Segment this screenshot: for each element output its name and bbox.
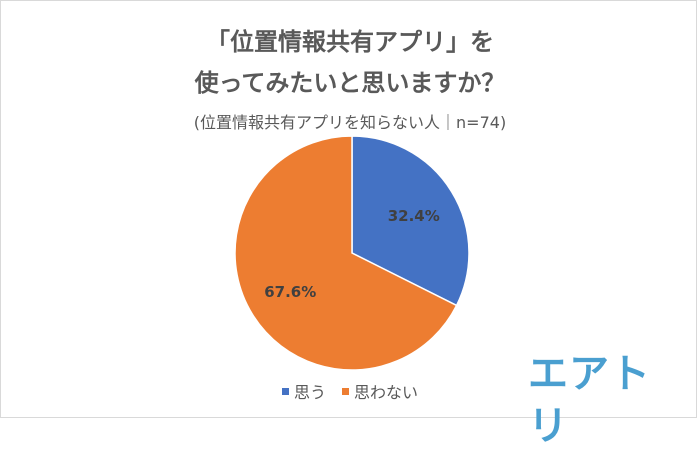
legend: 思う 思わない xyxy=(282,379,418,403)
pie-slice-1 xyxy=(351,135,470,307)
legend-label-yes: 思う xyxy=(294,383,327,402)
chart-subtitle: (位置情報共有アプリを知らない人｜n=74) xyxy=(193,113,507,132)
chart-frame xyxy=(0,0,697,418)
legend-swatch-yes xyxy=(282,387,289,395)
pie-slice-2 xyxy=(234,135,458,371)
data-label-2: 67.6% xyxy=(264,283,316,301)
legend-item-yes: 思う xyxy=(282,379,326,403)
airtrip-logo: エアトリ xyxy=(528,351,651,449)
chart-title-line2: 使ってみたいと思いますか？ xyxy=(194,69,506,97)
legend-item-no: 思わない xyxy=(342,379,418,403)
data-label-1: 32.4% xyxy=(388,207,440,225)
legend-swatch-no xyxy=(342,387,350,395)
pie-chart: 32.4% 67.6% xyxy=(234,135,470,371)
chart-title-line1: 「位置情報共有アプリ」を xyxy=(206,28,494,56)
legend-label-no: 思わない xyxy=(354,383,419,402)
